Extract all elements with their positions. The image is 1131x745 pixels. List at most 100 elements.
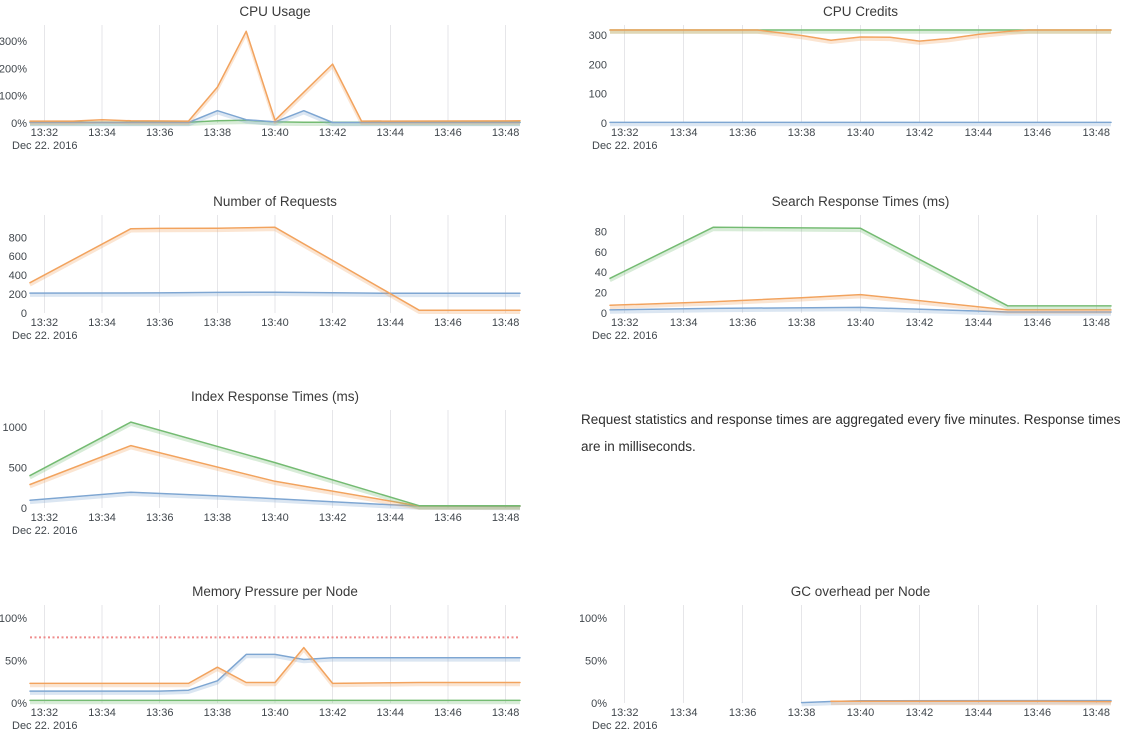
date-label: Dec 22. 2016	[12, 140, 77, 152]
x-tick-label: 13:44	[377, 707, 405, 719]
x-tick-label: 13:44	[377, 317, 405, 329]
x-tick-label: 13:34	[88, 127, 116, 139]
x-tick-label: 13:36	[729, 707, 757, 719]
x-tick-label: 13:40	[261, 707, 289, 719]
y-tick-label: 0%	[11, 118, 27, 130]
x-tick-label: 13:42	[906, 317, 934, 329]
x-tick-label: 13:34	[88, 707, 116, 719]
y-tick-label: 500	[9, 463, 27, 475]
y-tick-label: 100%	[580, 613, 607, 625]
x-tick-label: 13:48	[1082, 707, 1110, 719]
y-tick-label: 50%	[5, 655, 27, 667]
chart-title: GC overhead per Node	[791, 584, 931, 599]
chart-title: Memory Pressure per Node	[192, 584, 358, 599]
chart-canvas-search-response-times: Search Response Times (ms)02040608013:32…	[580, 190, 1131, 350]
y-tick-label: 40	[595, 267, 607, 279]
date-label: Dec 22. 2016	[12, 525, 77, 537]
x-tick-label: 13:40	[847, 317, 875, 329]
y-tick-label: 200	[9, 289, 27, 301]
chart-canvas-cpu-usage: CPU Usage 0% 100% 200% 300% 13:32 13:34 13:36 13…	[0, 0, 540, 160]
chart-title: CPU Usage	[239, 4, 310, 19]
x-tick-label: 13:32	[611, 127, 639, 139]
chart-title: CPU Credits	[823, 4, 898, 19]
x-tick-label: 13:42	[319, 707, 347, 719]
x-tick-label: 13:38	[788, 127, 816, 139]
x-tick-label: 13:36	[729, 317, 757, 329]
x-tick-label: 13:46	[1024, 707, 1052, 719]
x-tick-label: 13:38	[204, 512, 232, 524]
y-tick-label: 400	[9, 270, 27, 282]
chart-canvas-cpu-credits: CPU Credits 0 100 200 300 13:32 13:34 13:36 13:3…	[580, 0, 1131, 160]
y-tick-label: 100%	[0, 91, 27, 103]
x-tick-label: 13:48	[492, 512, 520, 524]
chart-cpu-credits: CPU Credits 0 100 200 300 13:32 13:34 13:36 13:3…	[580, 0, 1131, 165]
y-tick-label: 100	[589, 89, 607, 101]
x-tick-label: 13:42	[906, 707, 934, 719]
x-tick-label: 13:42	[906, 127, 934, 139]
x-tick-label: 13:36	[146, 707, 174, 719]
x-tick-label: 13:36	[729, 127, 757, 139]
y-tick-label: 0%	[591, 698, 607, 710]
x-tick-label: 13:46	[1024, 127, 1052, 139]
x-tick-label: 13:46	[1024, 317, 1052, 329]
x-tick-label: 13:44	[377, 127, 405, 139]
y-tick-label: 200%	[0, 63, 27, 75]
x-tick-label: 13:32	[611, 317, 639, 329]
x-tick-label: 13:42	[319, 127, 347, 139]
y-tick-label: 300%	[0, 36, 27, 48]
x-tick-label: 13:38	[204, 707, 232, 719]
y-tick-label: 0	[601, 308, 607, 320]
x-tick-label: 13:38	[204, 317, 232, 329]
y-tick-label: 600	[9, 251, 27, 263]
aggregation-note: Request statistics and response times ar…	[581, 406, 1129, 460]
x-tick-label: 13:38	[788, 707, 816, 719]
x-tick-label: 13:34	[670, 127, 698, 139]
x-tick-label: 13:44	[377, 512, 405, 524]
x-tick-label: 13:34	[88, 512, 116, 524]
y-tick-label: 0	[601, 118, 607, 130]
chart-cpu-usage: CPU Usage 0% 100% 200% 300% 13:32 13:34 13:36 13…	[0, 0, 540, 165]
date-label: Dec 22. 2016	[592, 330, 657, 342]
date-label: Dec 22. 2016	[12, 330, 77, 342]
date-label: Dec 22. 2016	[12, 720, 77, 732]
series-band-blue	[30, 295, 520, 296]
y-tick-label: 1000	[3, 422, 27, 434]
x-tick-label: 13:40	[261, 127, 289, 139]
x-tick-label: 13:36	[146, 127, 174, 139]
x-tick-label: 13:42	[319, 317, 347, 329]
y-tick-label: 200	[589, 59, 607, 71]
x-tick-label: 13:48	[492, 317, 520, 329]
chart-title: Number of Requests	[213, 194, 337, 209]
x-tick-label: 13:40	[847, 127, 875, 139]
y-tick-label: 60	[595, 247, 607, 259]
y-tick-label: 50%	[585, 655, 607, 667]
x-tick-label: 13:40	[261, 512, 289, 524]
x-tick-label: 13:32	[31, 127, 59, 139]
x-tick-label: 13:38	[204, 127, 232, 139]
x-tick-label: 13:36	[146, 317, 174, 329]
y-tick-label: 300	[589, 30, 607, 42]
x-tick-label: 13:32	[611, 707, 639, 719]
x-tick-label: 13:32	[31, 317, 59, 329]
x-tick-label: 13:44	[965, 127, 993, 139]
x-tick-label: 13:42	[319, 512, 347, 524]
x-tick-label: 13:48	[1082, 127, 1110, 139]
y-tick-label: 0	[21, 503, 27, 515]
x-tick-label: 13:46	[434, 512, 462, 524]
y-tick-label: 0	[21, 308, 27, 320]
x-tick-label: 13:44	[965, 707, 993, 719]
x-tick-label: 13:46	[434, 317, 462, 329]
y-tick-label: 20	[595, 288, 607, 300]
x-tick-label: 13:38	[788, 317, 816, 329]
x-tick-label: 13:46	[434, 127, 462, 139]
y-tick-label: 100%	[0, 613, 27, 625]
chart-title: Index Response Times (ms)	[191, 389, 359, 404]
